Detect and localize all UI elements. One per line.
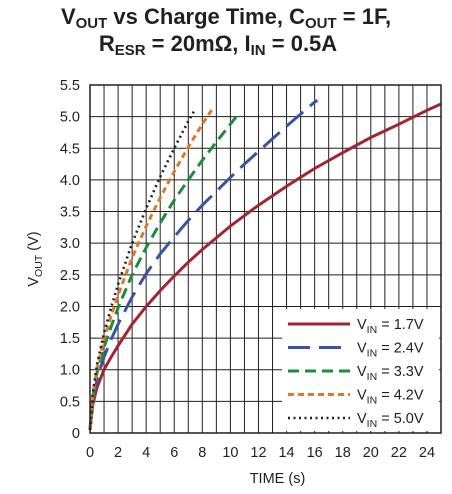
x-axis-label: TIME (s) (250, 471, 306, 487)
x-tick-label: 6 (170, 445, 178, 461)
x-tick-label: 24 (419, 445, 435, 461)
y-tick-label: 3.0 (60, 236, 80, 252)
x-tick-label: 16 (307, 445, 323, 461)
y-tick-label: 4.0 (60, 173, 80, 189)
x-tick-label: 4 (142, 445, 150, 461)
series-line-2 (88, 98, 319, 430)
axis-labels: TIME (s) VOUT (V) (26, 231, 305, 487)
chart-title-line-1: VOUT vs Charge Time, COUT = 1F, (60, 4, 392, 32)
y-tick-label: 2.0 (60, 299, 80, 315)
y-tick-label: 3.5 (60, 205, 80, 221)
legend-label-1: VIN = 1.7V (357, 317, 424, 336)
y-axis-label: VOUT (V) (26, 231, 45, 286)
series-line-1 (88, 102, 442, 430)
y-tick-label: 0.5 (60, 394, 80, 410)
legend-label-5: VIN = 5.0V (357, 411, 424, 430)
series-line-4 (88, 106, 215, 430)
chart-title-line-2: RESR = 20mΩ, IIN = 0.5A (98, 31, 338, 59)
series-line-5 (88, 108, 197, 430)
x-tick-label: 14 (278, 445, 294, 461)
x-tick-label: 20 (363, 445, 379, 461)
x-tick-label: 18 (335, 445, 351, 461)
legend-label-4: VIN = 4.2V (357, 388, 424, 407)
legend-label-3: VIN = 3.3V (357, 364, 424, 383)
x-tick-label: 22 (391, 445, 407, 461)
y-tick-label: 5.0 (60, 110, 80, 126)
y-tick-label: 5.5 (60, 78, 80, 94)
x-tick-label: 10 (222, 445, 238, 461)
plot-frame (89, 84, 442, 434)
x-tick-label: 0 (86, 445, 94, 461)
series-group (88, 98, 442, 430)
tick-labels: 0 2 4 6 8 10 12 14 16 18 20 22 2400.51.01.52.02.53.0… (60, 78, 435, 461)
y-tick-label: 1.0 (60, 363, 80, 379)
x-tick-label: 2 (114, 445, 122, 461)
x-tick-label: 12 (250, 445, 266, 461)
legend: VIN = 1.7V VIN = 2.4V VIN = 3.3V VIN = 4.2V… (282, 309, 439, 431)
series-line-3 (88, 114, 239, 430)
y-tick-label: 0 (72, 426, 80, 442)
legend-label-2: VIN = 2.4V (357, 341, 424, 360)
y-tick-label: 1.5 (60, 331, 80, 347)
y-tick-label: 2.5 (60, 268, 80, 284)
y-tick-label: 4.5 (60, 141, 80, 157)
x-tick-label: 8 (198, 445, 206, 461)
